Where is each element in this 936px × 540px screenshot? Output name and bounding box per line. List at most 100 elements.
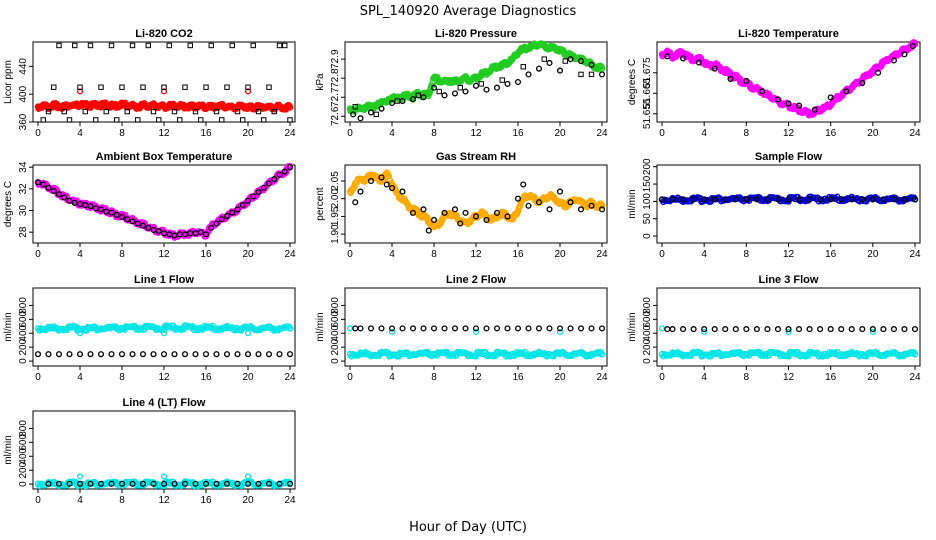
y-axis-label: ml/min bbox=[627, 189, 638, 218]
data-point bbox=[911, 350, 919, 358]
data-point bbox=[234, 206, 241, 213]
x-tick-label: 16 bbox=[512, 372, 524, 383]
x-tick-label: 24 bbox=[284, 128, 296, 139]
data-point bbox=[72, 42, 78, 49]
data-point bbox=[493, 325, 501, 332]
data-point bbox=[598, 202, 606, 210]
data-point bbox=[869, 196, 876, 203]
data-point bbox=[588, 61, 595, 68]
data-point bbox=[588, 71, 595, 78]
data-point bbox=[430, 325, 438, 332]
y-tick-label: 800 bbox=[330, 297, 341, 314]
data-point bbox=[774, 96, 782, 103]
data-point bbox=[77, 84, 83, 90]
data-point bbox=[577, 325, 585, 332]
panel-title: Line 4 (LT) Flow bbox=[123, 397, 206, 409]
data-point bbox=[743, 77, 750, 85]
data-point bbox=[40, 117, 46, 123]
series-2 bbox=[34, 164, 294, 239]
data-point bbox=[598, 350, 606, 358]
y-tick-label: 400 bbox=[330, 324, 341, 341]
series-3 bbox=[352, 56, 595, 118]
panel-title: Line 3 Flow bbox=[759, 274, 819, 286]
x-tick-label: 24 bbox=[284, 372, 296, 383]
data-point bbox=[261, 117, 267, 123]
data-point bbox=[477, 349, 485, 356]
chart-panel-4: Ambient Box Temperature 0 4 8 12 16 20 24 28 30 32… bbox=[3, 151, 296, 260]
x-tick-label: 8 bbox=[119, 249, 125, 260]
data-point bbox=[457, 85, 463, 91]
data-point bbox=[895, 198, 903, 205]
data-point bbox=[690, 326, 697, 333]
y-tick-label: 0 bbox=[18, 481, 29, 487]
data-point bbox=[103, 108, 109, 115]
data-point bbox=[695, 59, 702, 66]
x-tick-label: 16 bbox=[825, 249, 837, 260]
data-point bbox=[378, 105, 385, 112]
x-tick-label: 20 bbox=[867, 128, 879, 139]
data-point bbox=[244, 197, 252, 204]
data-point bbox=[493, 84, 501, 91]
x-tick-label: 12 bbox=[783, 128, 795, 139]
data-point bbox=[588, 325, 595, 332]
x-tick-label: 8 bbox=[431, 372, 437, 383]
data-point bbox=[701, 326, 708, 333]
x-tick-label: 24 bbox=[284, 495, 296, 506]
y-tick-label: 72.7 bbox=[330, 87, 341, 107]
data-point bbox=[171, 480, 178, 487]
data-point bbox=[45, 108, 52, 115]
data-point bbox=[409, 209, 417, 216]
data-point bbox=[472, 82, 480, 89]
data-point bbox=[378, 325, 385, 332]
x-tick-label: 20 bbox=[554, 128, 566, 139]
data-point bbox=[139, 351, 147, 358]
data-point bbox=[129, 351, 136, 358]
data-point bbox=[664, 53, 671, 60]
panel-title: Li-820 Pressure bbox=[435, 28, 517, 40]
data-point bbox=[701, 196, 708, 203]
series-2 bbox=[658, 196, 919, 203]
series-1 bbox=[34, 478, 294, 490]
data-point bbox=[790, 349, 798, 356]
data-point bbox=[276, 42, 283, 49]
x-tick-label: 12 bbox=[158, 128, 170, 139]
data-point bbox=[546, 206, 553, 213]
y-tick-label: 200 bbox=[18, 338, 29, 355]
data-point bbox=[234, 480, 241, 487]
data-point bbox=[266, 84, 272, 90]
data-point bbox=[504, 80, 511, 87]
data-point bbox=[55, 351, 63, 358]
x-tick-label: 0 bbox=[35, 249, 41, 260]
data-point bbox=[806, 326, 813, 333]
data-point bbox=[192, 351, 199, 358]
data-point bbox=[271, 176, 278, 183]
x-tick-label: 20 bbox=[242, 128, 254, 139]
y-tick-label: 800 bbox=[642, 297, 653, 314]
x-tick-label: 20 bbox=[867, 372, 879, 383]
data-point bbox=[499, 77, 505, 83]
x-tick-label: 16 bbox=[200, 249, 212, 260]
x-tick-label: 4 bbox=[77, 128, 83, 139]
data-point bbox=[171, 108, 178, 115]
data-point bbox=[66, 480, 73, 487]
data-point bbox=[732, 196, 739, 203]
data-point bbox=[753, 326, 760, 333]
panel-title: Sample Flow bbox=[755, 151, 823, 163]
y-tick-label: 30 bbox=[18, 205, 29, 217]
data-point bbox=[260, 184, 267, 191]
data-point bbox=[409, 325, 417, 332]
data-point bbox=[357, 115, 364, 122]
data-point bbox=[378, 174, 385, 181]
data-point bbox=[114, 117, 120, 123]
data-point bbox=[66, 197, 73, 204]
data-point bbox=[690, 196, 697, 203]
data-point bbox=[352, 199, 359, 206]
data-point bbox=[785, 196, 792, 203]
data-point bbox=[139, 222, 147, 229]
y-tick-label: 1.95 bbox=[330, 206, 341, 226]
data-point bbox=[119, 84, 125, 90]
data-point bbox=[567, 199, 574, 206]
data-point bbox=[213, 108, 220, 115]
